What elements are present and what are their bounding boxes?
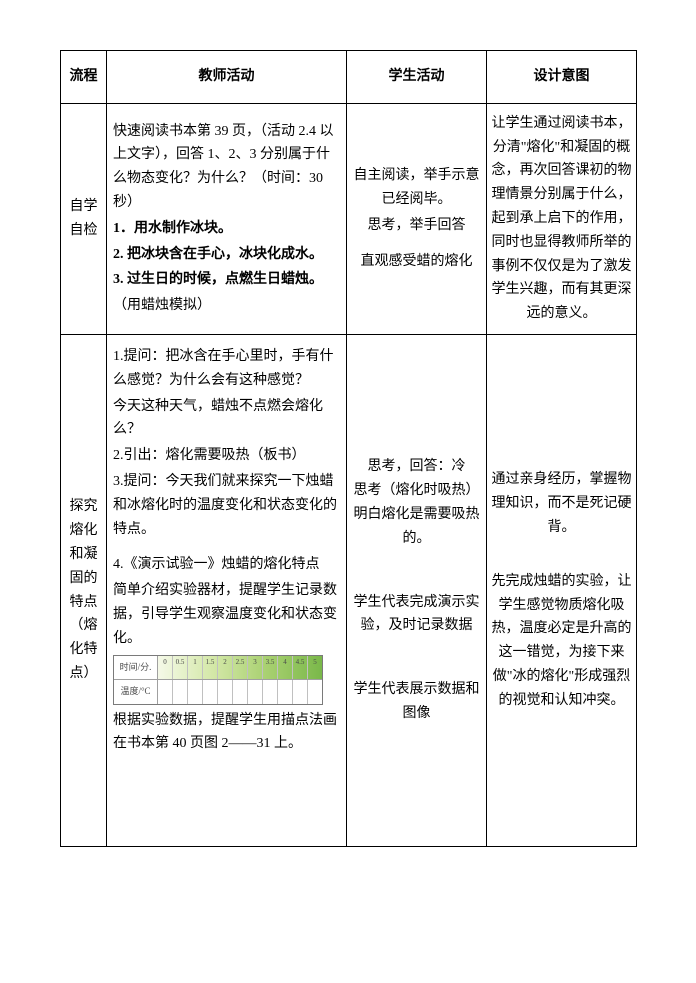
flow2-l4: 固的 — [63, 567, 104, 591]
d1-p1: 让学生通过阅读书本，分清"熔化"和凝固的概念，再次回答课初的物理情景分别属于什么… — [491, 112, 632, 326]
s1-p3: 直观感受蜡的熔化 — [353, 250, 480, 274]
s2-p3: 学生代表完成演示实验，及时记录数据 — [353, 591, 480, 639]
tick-5: 2.5 — [233, 656, 248, 680]
tick-0: 0 — [158, 656, 173, 680]
flow2-l5: 特点 — [63, 591, 104, 615]
lesson-plan-table: 流程 教师活动 学生活动 设计意图 自学 自检 快速阅读书本第 39 页，（活动… — [60, 50, 637, 847]
s1-p2: 思考，举手回答 — [353, 214, 480, 238]
s2-p2: 思考（熔化时吸热）明白熔化是需要吸热的。 — [353, 479, 480, 550]
t2-p7: 根据实验数据，提醒学生用描点法画在书本第 40 页图 2——31 上。 — [113, 709, 340, 757]
flow2-l7: 化特 — [63, 638, 104, 662]
tick-8: 4 — [278, 656, 293, 680]
header-design: 设计意图 — [487, 51, 637, 104]
data-chart: 时间/分. 0 0.5 1 1.5 2 2.5 3 3.5 4 — [113, 655, 323, 705]
design-cell-2: 通过亲身经历，掌握物理知识，而不是死记硬背。 先完成烛蜡的实验，让学生感觉物质熔… — [487, 334, 637, 846]
d2-p1: 通过亲身经历，掌握物理知识，而不是死记硬背。 — [491, 468, 632, 539]
row-inquiry: 探究 熔化 和凝 固的 特点 （熔 化特 点） 1.提问：把冰含在手心里时，手有… — [61, 334, 637, 846]
t1-b1: 1．用水制作冰块。 — [113, 217, 340, 241]
t2-p5: 4.《演示试验一》烛蜡的熔化特点 — [113, 553, 340, 577]
d2-p2: 先完成烛蜡的实验，让学生感觉物质熔化吸热，温度必定是升高的这一错觉，为接下来做"… — [491, 570, 632, 713]
flow2-l3: 和凝 — [63, 543, 104, 567]
teacher-cell-1: 快速阅读书本第 39 页，（活动 2.4 以上文字），回答 1、2、3 分别属于… — [107, 103, 347, 334]
header-teacher: 教师活动 — [107, 51, 347, 104]
flow2-l8: 点） — [63, 662, 104, 686]
tick-7: 3.5 — [263, 656, 278, 680]
s1-p1: 自主阅读，举手示意已经阅毕。 — [353, 164, 480, 212]
t2-p6: 简单介绍实验器材，提醒学生记录数据，引导学生观察温度变化和状态变化。 — [113, 579, 340, 650]
t1-b3: 3. 过生日的时候，点燃生日蜡烛。 — [113, 268, 340, 292]
tick-2: 1 — [188, 656, 203, 680]
tick-3: 1.5 — [203, 656, 218, 680]
tick-10: 5 — [308, 656, 322, 680]
chart-time-label: 时间/分. — [114, 656, 158, 680]
flow-cell-1: 自学 自检 — [61, 103, 107, 334]
flow2-l6: （熔 — [63, 614, 104, 638]
tick-4: 2 — [218, 656, 233, 680]
t2-p2: 今天这种天气，蜡烛不点燃会熔化么？ — [113, 395, 340, 443]
t1-b2: 2. 把冰块含在手心，冰块化成水。 — [113, 243, 340, 267]
design-cell-1: 让学生通过阅读书本，分清"熔化"和凝固的概念，再次回答课初的物理情景分别属于什么… — [487, 103, 637, 334]
chart-temp-label: 温度/°C — [114, 680, 158, 704]
s2-p1: 思考，回答：冷 — [353, 455, 480, 479]
row-self-study: 自学 自检 快速阅读书本第 39 页，（活动 2.4 以上文字），回答 1、2、… — [61, 103, 637, 334]
header-flow: 流程 — [61, 51, 107, 104]
flow1-l2: 自检 — [63, 219, 104, 243]
teacher-cell-2: 1.提问：把冰含在手心里时，手有什么感觉？为什么会有这种感觉？ 今天这种天气，蜡… — [107, 334, 347, 846]
header-row: 流程 教师活动 学生活动 设计意图 — [61, 51, 637, 104]
t2-p4: 3.提问：今天我们就来探究一下烛蜡和冰熔化时的温度变化和状态变化的特点。 — [113, 470, 340, 541]
t1-p2: （用蜡烛模拟） — [113, 294, 340, 318]
chart-row-time: 时间/分. 0 0.5 1 1.5 2 2.5 3 3.5 4 — [114, 656, 322, 681]
student-cell-2: 思考，回答：冷 思考（熔化时吸热）明白熔化是需要吸热的。 学生代表完成演示实验，… — [347, 334, 487, 846]
flow-cell-2: 探究 熔化 和凝 固的 特点 （熔 化特 点） — [61, 334, 107, 846]
s2-p4: 学生代表展示数据和图像 — [353, 678, 480, 726]
t2-p3: 2.引出：熔化需要吸热（板书） — [113, 444, 340, 468]
flow2-l1: 探究 — [63, 495, 104, 519]
t2-p1: 1.提问：把冰含在手心里时，手有什么感觉？为什么会有这种感觉？ — [113, 345, 340, 393]
tick-1: 0.5 — [173, 656, 188, 680]
tick-9: 4.5 — [293, 656, 308, 680]
chart-row-temp: 温度/°C — [114, 680, 322, 704]
flow1-l1: 自学 — [63, 195, 104, 219]
flow2-l2: 熔化 — [63, 519, 104, 543]
header-student: 学生活动 — [347, 51, 487, 104]
t1-p1: 快速阅读书本第 39 页，（活动 2.4 以上文字），回答 1、2、3 分别属于… — [113, 120, 340, 215]
s2-g1: 思考，回答：冷 思考（熔化时吸热）明白熔化是需要吸热的。 — [353, 455, 480, 550]
tick-6: 3 — [248, 656, 263, 680]
student-cell-1: 自主阅读，举手示意已经阅毕。 思考，举手回答 直观感受蜡的熔化 — [347, 103, 487, 334]
